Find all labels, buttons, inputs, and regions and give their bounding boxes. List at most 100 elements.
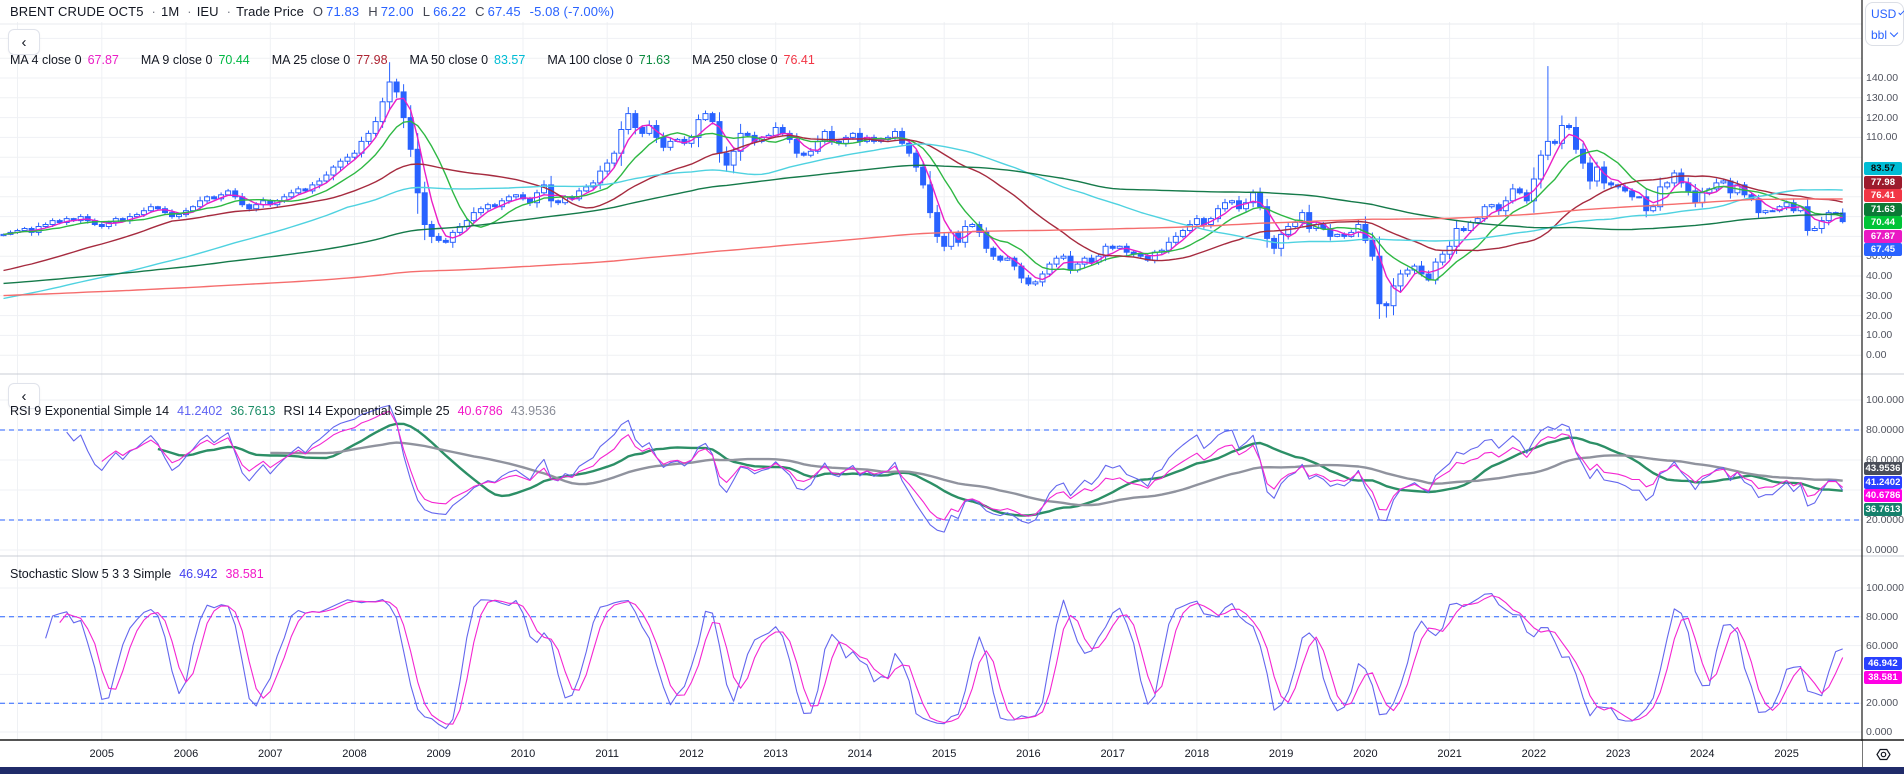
ma-legend[interactable]: MA 4 close 0 67.87 MA 9 close 0 70.44 MA 25 … <box>10 53 837 67</box>
ma-legend-item[interactable]: MA 250 close 0 76.41 <box>692 53 815 67</box>
candle-body <box>491 204 498 208</box>
symbol-ohlc-header[interactable]: BRENT CRUDE OCT5 · 1M · IEU · Trade Price O 71.8… <box>10 4 617 19</box>
ma-legend-item[interactable]: MA 4 close 0 67.87 <box>10 53 119 67</box>
candle-body <box>1783 202 1790 208</box>
candle-body <box>1397 273 1404 287</box>
candle-body <box>583 186 590 192</box>
stochastic-legend[interactable]: Stochastic Slow 5 3 3 Simple 46.942 38.581 <box>10 567 272 581</box>
candle-body <box>1825 212 1832 222</box>
header-segment: IEU <box>196 4 219 19</box>
price-value-badge: 76.41 <box>1864 189 1902 203</box>
candle-body <box>1369 239 1376 257</box>
chevron-left-icon: ‹ <box>21 387 27 405</box>
candle-body <box>800 152 807 156</box>
candle-body <box>211 196 218 200</box>
ma-legend-label: MA 250 close 0 <box>692 53 778 67</box>
ma-legend-item[interactable]: MA 100 close 0 71.63 <box>547 53 670 67</box>
price-pane-back-button[interactable]: ‹ <box>8 29 40 55</box>
candle-body <box>21 228 28 231</box>
candle-body <box>393 81 400 93</box>
candle-body <box>316 180 323 186</box>
time-axis-year-label: 2020 <box>1353 748 1378 760</box>
candle-body <box>737 132 744 152</box>
candle-body <box>604 162 611 172</box>
stochastic-scale[interactable]: 100.000 80.000 60.000 20.000 0.000 46.942 38.5… <box>1863 556 1904 740</box>
rsi-scale[interactable]: 100.000080.000060.000020.00000.000043.95… <box>1863 374 1904 556</box>
candle-body <box>1643 196 1650 212</box>
time-axis-year-label: 2009 <box>426 748 451 760</box>
header-segment: · <box>151 4 156 19</box>
candle-body <box>1404 269 1411 275</box>
ma-legend-label: MA 50 close 0 <box>409 53 489 67</box>
price-scale[interactable]: 140.00130.00120.00110.0060.0050.0040.003… <box>1863 22 1904 374</box>
axis-tick-label: 110.00 <box>1866 131 1898 144</box>
candle-body <box>407 117 414 150</box>
header-segment: H <box>368 4 378 19</box>
ma-line-250 <box>3 198 1843 297</box>
candle-body <box>1292 222 1299 227</box>
candle-body <box>1179 230 1186 237</box>
price-value-badge: 43.9536 <box>1864 462 1902 476</box>
candle-body <box>225 190 232 196</box>
candle-body <box>428 224 435 237</box>
price-value-badge: 77.98 <box>1864 175 1902 189</box>
currency-dropdown[interactable]: USD <box>1866 3 1904 24</box>
candle-body <box>576 190 583 200</box>
candle-body <box>1678 172 1685 184</box>
candle-body <box>1334 233 1341 237</box>
price-value-badge: 67.87 <box>1864 229 1902 243</box>
candle-body <box>1566 125 1572 128</box>
ma-legend-item[interactable]: MA 9 close 0 70.44 <box>141 53 250 67</box>
candle-body <box>1053 257 1060 265</box>
header-segment: O <box>312 4 324 19</box>
candle-body <box>555 200 562 204</box>
axis-tick-label: 20.000 <box>1866 697 1899 710</box>
unit-dropdown[interactable]: bbl <box>1866 24 1903 45</box>
candle-body <box>330 166 337 176</box>
candle-body <box>1481 206 1488 220</box>
candle-body <box>344 156 351 162</box>
candle-body <box>365 132 372 142</box>
candle-body <box>56 220 63 224</box>
rsi-pane-back-button[interactable]: ‹ <box>8 383 40 409</box>
axis-tick-label: 10.00 <box>1866 329 1893 342</box>
candle-body <box>323 174 330 182</box>
axis-tick-label: 0.000 <box>1866 726 1893 738</box>
stoch-k-line <box>45 593 1843 730</box>
time-axis-year-label: 2021 <box>1437 748 1462 760</box>
axis-tick-label: 130.00 <box>1866 91 1899 104</box>
candle-body <box>1271 237 1278 249</box>
candle-body <box>1060 255 1067 259</box>
axis-tick-label: 30.00 <box>1866 289 1893 302</box>
ma-legend-item[interactable]: MA 50 close 0 83.57 <box>410 53 526 67</box>
candle-body <box>1383 303 1390 307</box>
candle-body <box>1664 182 1671 188</box>
unit-dropdown-label: bbl <box>1871 27 1888 42</box>
price-value-badge: 83.57 <box>1864 162 1902 176</box>
gear-icon <box>1875 748 1891 761</box>
ma-line-4 <box>3 97 1843 293</box>
rsi-legend[interactable]: RSI 9 Exponential Simple 14 41.2402 36.761… <box>10 404 564 418</box>
candle-body <box>611 152 618 164</box>
price-value-badge: 71.63 <box>1864 202 1902 216</box>
axis-tick-label: 20.00 <box>1866 309 1893 322</box>
candle-body <box>1390 285 1397 307</box>
chevron-left-icon: ‹ <box>21 33 27 51</box>
candle-body <box>176 214 182 218</box>
candle-body <box>1720 180 1727 184</box>
candle-body <box>1025 277 1032 285</box>
time-axis[interactable]: 2005 2006 2007 2008 2009 2010 2011 2012 2013 2014… <box>0 741 1862 768</box>
candle-body <box>1453 228 1460 247</box>
time-axis-year-label: 2025 <box>1774 748 1799 760</box>
axis-settings-button[interactable] <box>1862 741 1904 768</box>
candle-body <box>1299 212 1306 224</box>
candle-body <box>288 192 295 198</box>
bottom-accent-bar <box>0 767 1904 774</box>
candle-body <box>1636 196 1643 199</box>
ma-legend-item[interactable]: MA 25 close 0 77.98 <box>272 53 388 67</box>
axis-tick-label: 80.0000 <box>1866 424 1904 436</box>
time-axis-year-label: 2023 <box>1605 748 1631 760</box>
currency-dropdown-label: USD <box>1871 6 1897 21</box>
ma-legend-label: MA 100 close 0 <box>547 53 633 67</box>
